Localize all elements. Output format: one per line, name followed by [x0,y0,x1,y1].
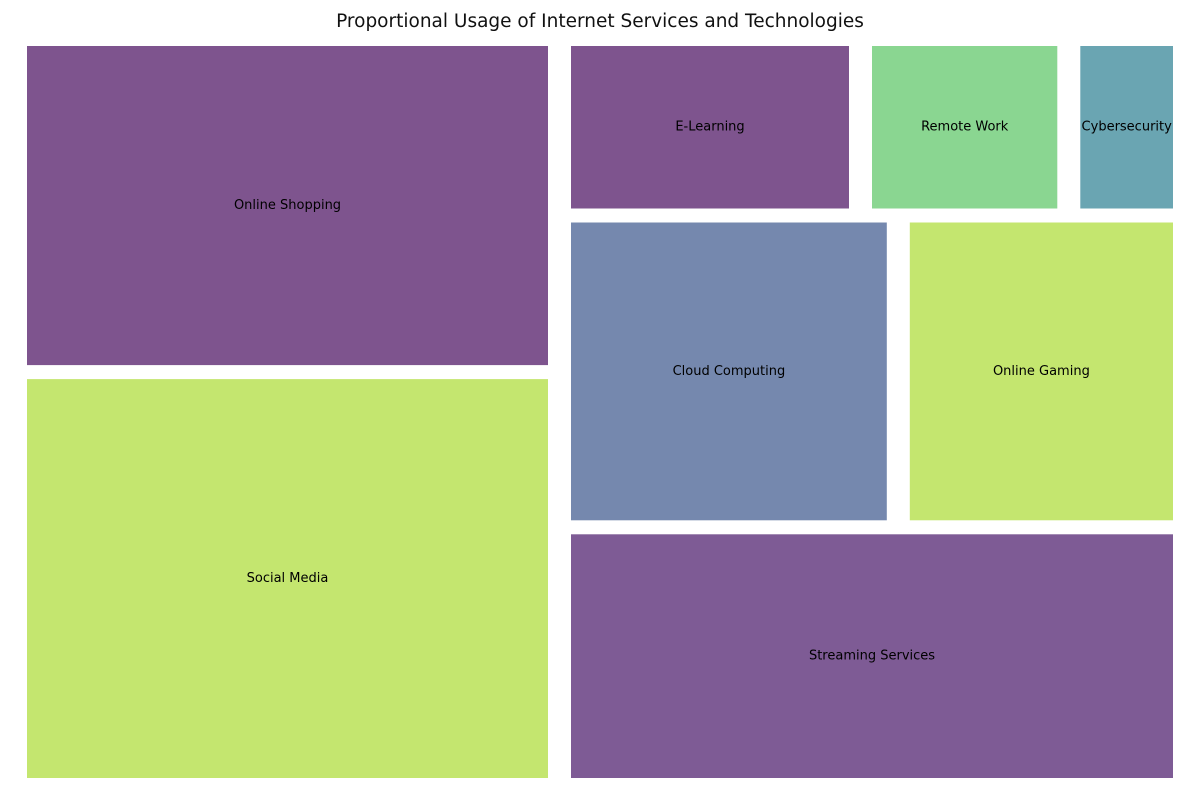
treemap-tile-online-shopping [27,46,548,366]
treemap-tile-streaming-services [571,534,1173,778]
treemap-tile-cloud-computing [571,222,887,521]
chart-title: Proportional Usage of Internet Services … [336,11,864,32]
treemap-tile-cybersecurity [1080,46,1173,209]
treemap-label-online-shopping: Online Shopping [234,198,341,213]
treemap-label-streaming-services: Streaming Services [809,649,935,664]
treemap-tile-online-gaming [909,222,1173,521]
treemap-label-online-gaming: Online Gaming [993,364,1090,379]
treemap-tile-social-media [27,379,548,778]
treemap-tile-e-learning [571,46,849,209]
treemap-label-social-media: Social Media [247,571,329,586]
treemap-label-cloud-computing: Cloud Computing [673,364,786,379]
treemap-label-e-learning: E-Learning [675,120,744,135]
treemap-label-remote-work: Remote Work [921,120,1009,135]
treemap-label-cybersecurity: Cybersecurity [1082,120,1173,135]
treemap-tile-remote-work [872,46,1058,209]
